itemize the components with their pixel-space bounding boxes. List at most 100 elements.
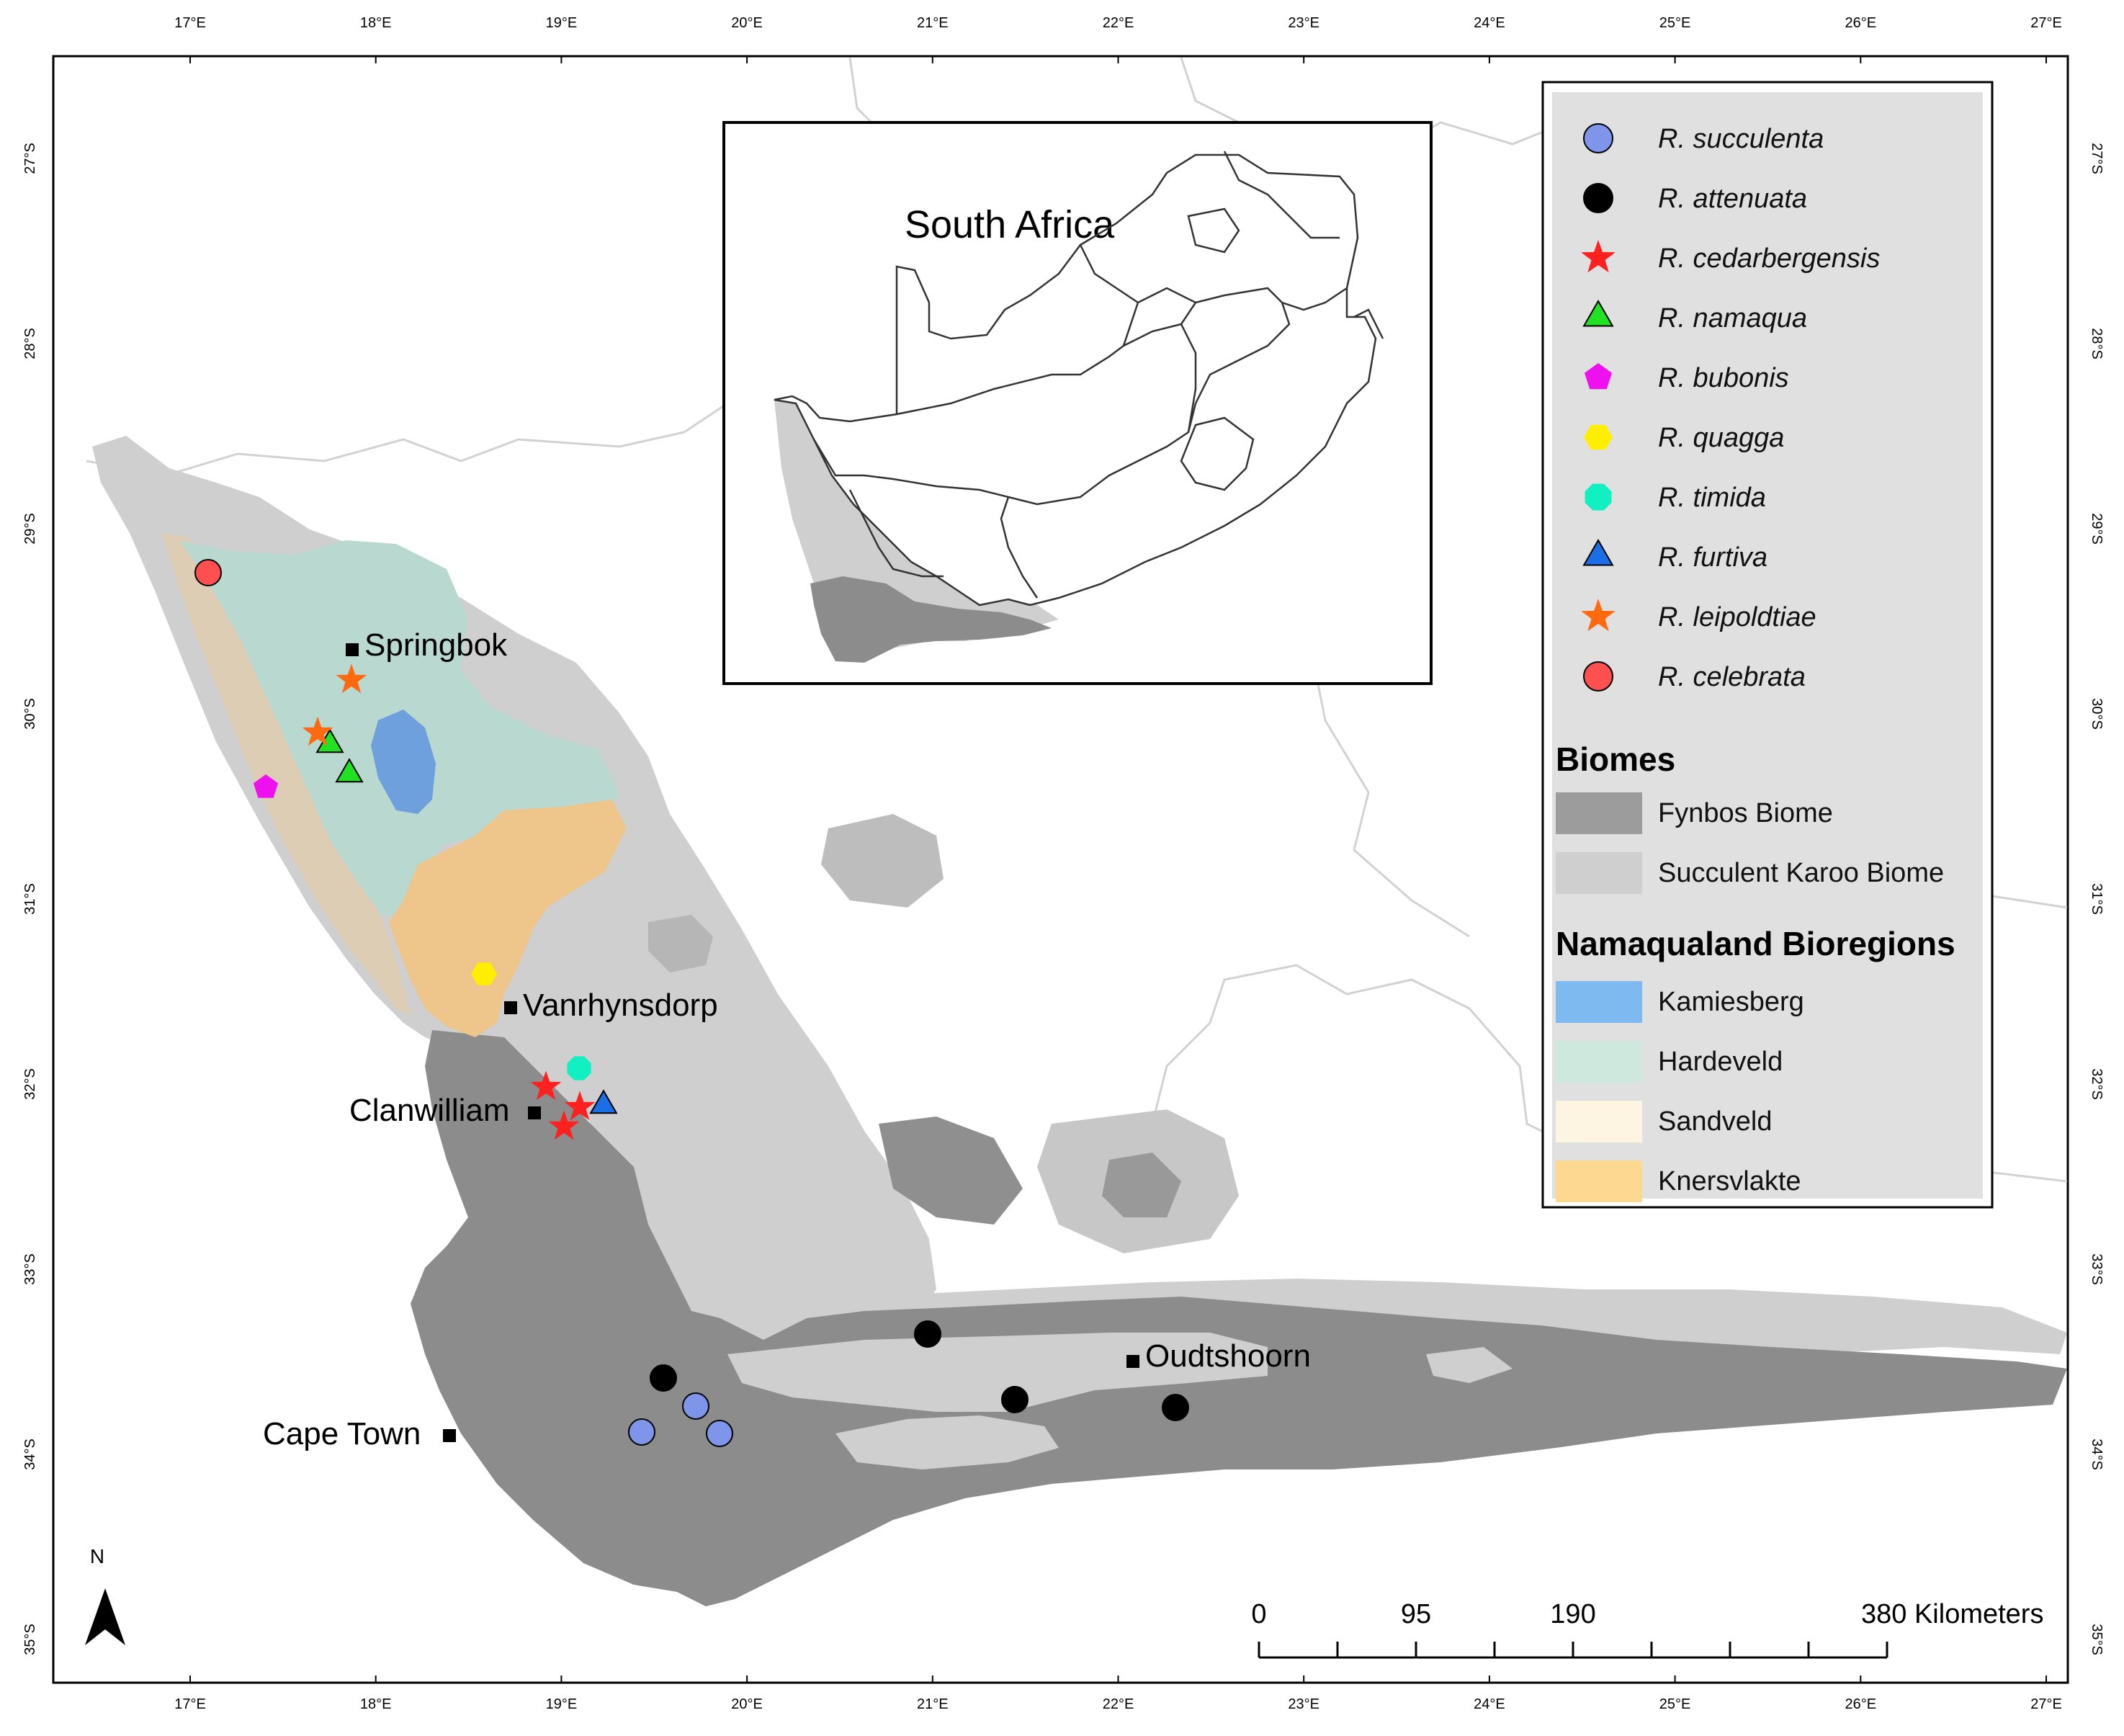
legend-species-label: R. celebrata	[1658, 662, 1806, 692]
marker-r-bubonis	[253, 774, 279, 798]
right-lat-tick-label: 30°S	[2089, 698, 2105, 730]
top-lon-tick-label: 24°E	[1474, 15, 1505, 31]
legend-swatch-label: Succulent Karoo Biome	[1658, 858, 1944, 888]
scale-label-380: 380 Kilometers	[1861, 1599, 2043, 1629]
legend-symbol-circle-icon	[1583, 183, 1613, 213]
scale-label-190: 190	[1550, 1599, 1595, 1629]
town-label-vanrhynsdorp: Vanrhynsdorp	[523, 988, 718, 1023]
legend-symbol-circle-icon	[1583, 661, 1613, 692]
legend-bioregions-list: Kamiesberg Hardeveld Sandveld Knersvlakte	[1556, 981, 1804, 1202]
marker-r-leipoldtiae	[302, 716, 333, 746]
town-marker-oudtshoorn	[1126, 1355, 1139, 1368]
left-lat-tick-label: 32°S	[22, 1068, 38, 1100]
right-lat-tick-label: 27°S	[2089, 143, 2105, 174]
legend-swatch	[1556, 981, 1642, 1023]
bottom-lon-tick-label: 20°E	[731, 1696, 763, 1712]
left-lat-tick-label: 31°S	[22, 883, 38, 915]
legend-symbol-hexagon-icon	[1584, 424, 1613, 450]
north-arrow: N	[85, 1545, 125, 1645]
marker-r-attenuata	[1162, 1394, 1189, 1421]
legend-symbol-triangle-icon	[1582, 538, 1614, 566]
knersvlakte-region	[389, 800, 627, 1037]
left-lat-tick-label: 30°S	[22, 698, 38, 730]
scale-label-95: 95	[1401, 1599, 1431, 1629]
marker-r-cedarbergensis	[530, 1070, 562, 1101]
legend-biomes-heading: Biomes	[1556, 741, 1675, 778]
legend-swatch	[1556, 852, 1642, 894]
marker-r-attenuata	[914, 1320, 941, 1348]
left-lat-tick-label: 35°S	[22, 1624, 38, 1655]
legend-symbol-pentagon-icon	[1585, 363, 1612, 390]
north-arrow-icon	[85, 1588, 125, 1645]
legend-species-label: R. leipoldtiae	[1658, 602, 1816, 632]
town-marker-clanwilliam	[528, 1106, 541, 1119]
marker-r-furtiva	[589, 1089, 618, 1114]
marker-r-succulenta	[706, 1420, 733, 1447]
bottom-lon-tick-label: 24°E	[1474, 1696, 1505, 1712]
legend-biomes-list: Fynbos Biome Succulent Karoo Biome	[1556, 792, 1944, 894]
bottom-lon-tick-label: 19°E	[546, 1696, 578, 1712]
inset-province-borders	[774, 151, 1384, 607]
right-lat-tick-label: 35°S	[2089, 1624, 2105, 1655]
right-lat-tick-label: 28°S	[2089, 328, 2105, 359]
karoo-patches	[727, 1333, 1513, 1469]
marker-r-leipoldtiae	[336, 663, 367, 694]
town-label-springbok: Springbok	[364, 627, 508, 663]
left-lat-tick-label: 33°S	[22, 1253, 38, 1285]
towns: Springbok Vanrhynsdorp Clanwilliam Cape …	[263, 627, 1311, 1451]
marker-r-attenuata	[1001, 1386, 1029, 1413]
marker-r-succulenta	[682, 1392, 709, 1420]
bottom-lon-tick-label: 22°E	[1103, 1696, 1134, 1712]
top-lon-tick-label: 19°E	[546, 15, 578, 31]
right-lat-tick-label: 32°S	[2089, 1068, 2105, 1100]
right-lat-tick-label: 34°S	[2089, 1439, 2105, 1470]
bottom-lon-tick-label: 17°E	[174, 1696, 206, 1712]
legend-species-label: R. timida	[1658, 483, 1766, 513]
legend-swatch-label: Hardeveld	[1658, 1047, 1783, 1077]
marker-r-succulenta	[628, 1418, 655, 1446]
right-lat-tick-label: 33°S	[2089, 1253, 2105, 1285]
legend-symbol-octagon-icon	[1585, 483, 1612, 511]
left-lat-tick-label: 34°S	[22, 1439, 38, 1470]
legend-species-label: R. quagga	[1658, 423, 1784, 453]
top-lon-tick-label: 21°E	[917, 15, 949, 31]
legend-species-list: R. succulenta R. attenuata R. cedarbergens…	[1581, 123, 1880, 692]
town-marker-vanrhynsdorp	[504, 1001, 517, 1014]
legend-species-label: R. cedarbergensis	[1658, 243, 1880, 274]
legend-symbol-star-icon	[1581, 599, 1616, 632]
top-lon-tick-label: 18°E	[360, 15, 392, 31]
bottom-lon-tick-label: 21°E	[917, 1696, 949, 1712]
marker-r-cedarbergensis	[564, 1091, 596, 1121]
legend-species-label: R. succulenta	[1658, 124, 1824, 154]
legend-symbol-triangle-icon	[1582, 299, 1614, 327]
legend-species-label: R. bubonis	[1658, 363, 1789, 393]
top-lon-tick-label: 22°E	[1103, 15, 1134, 31]
legend-species-label: R. furtiva	[1658, 542, 1767, 573]
legend-symbol-star-icon	[1581, 240, 1616, 273]
graticule-ticks: 17°E 17°E 18°E 18°E 19°E 19°E 20°E 20°E 21°E 21°E…	[22, 15, 2105, 1712]
top-lon-tick-label: 23°E	[1288, 15, 1319, 31]
legend-swatch	[1556, 792, 1642, 834]
legend: R. succulenta R. attenuata R. cedarbergens…	[1541, 81, 1994, 1209]
bottom-lon-tick-label: 25°E	[1659, 1696, 1691, 1712]
marker-r-timida	[567, 1056, 591, 1080]
town-marker-cape-town	[443, 1429, 456, 1442]
left-lat-tick-label: 28°S	[22, 328, 38, 359]
marker-r-cedarbergensis	[548, 1110, 580, 1140]
legend-species-label: R. namaqua	[1658, 303, 1807, 334]
sandveld-region	[162, 533, 411, 1016]
right-lat-tick-label: 31°S	[2089, 883, 2105, 915]
scale-bar: 0 95 190 380 Kilometers	[1251, 1599, 2043, 1659]
bottom-lon-tick-label: 18°E	[360, 1696, 392, 1712]
marker-r-quagga	[471, 962, 497, 985]
town-marker-springbok	[346, 643, 359, 656]
legend-swatch-label: Sandveld	[1658, 1106, 1772, 1137]
legend-swatch	[1556, 1101, 1642, 1142]
right-lat-tick-label: 29°S	[2089, 513, 2105, 545]
marker-r-celebrata	[194, 559, 222, 586]
legend-swatch-label: Knersvlakte	[1658, 1166, 1801, 1196]
legend-symbol-circle-icon	[1583, 123, 1613, 153]
legend-bioregions-heading: Namaqualand Bioregions	[1556, 925, 1955, 962]
town-label-oudtshoorn: Oudtshoorn	[1145, 1338, 1311, 1374]
